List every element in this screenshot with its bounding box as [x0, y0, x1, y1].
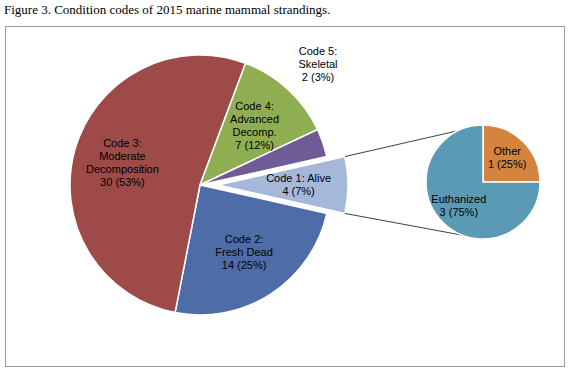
- value-label: 2 (3%): [298, 71, 337, 84]
- value-label: 3 (75%): [431, 206, 486, 219]
- data-label: Code 5: Skeletal2 (3%): [298, 45, 337, 84]
- data-label: Code 1: Alive4 (7%): [266, 172, 331, 198]
- data-label: Code 3: Moderate Decomposition30 (53%): [86, 137, 159, 189]
- chart-title: Figure 3. Condition codes of 2015 marine…: [4, 2, 330, 18]
- chart-root: Figure 3. Condition codes of 2015 marine…: [0, 0, 572, 383]
- pie-slice: [426, 125, 540, 239]
- data-label: Euthanized3 (75%): [431, 193, 486, 219]
- category-label: Other: [488, 145, 527, 158]
- value-label: 30 (53%): [86, 176, 159, 189]
- value-label: 14 (25%): [215, 259, 272, 272]
- pie-slice: [175, 185, 327, 315]
- value-label: 4 (7%): [266, 185, 331, 198]
- pie-slice: [483, 125, 540, 182]
- value-label: 7 (12%): [230, 139, 279, 152]
- data-label: Code 2: Fresh Dead14 (25%): [215, 233, 272, 272]
- category-label: Code 3: Moderate Decomposition: [86, 137, 159, 176]
- category-label: Euthanized: [431, 193, 486, 206]
- category-label: Code 2: Fresh Dead: [215, 233, 272, 259]
- category-label: Code 4: Advanced Decomp.: [230, 100, 279, 139]
- data-label: Code 4: Advanced Decomp.7 (12%): [230, 100, 279, 152]
- secondary-pie: [426, 125, 540, 239]
- category-label: Code 1: Alive: [266, 172, 331, 185]
- main-pie: [70, 55, 348, 315]
- category-label: Code 5: Skeletal: [298, 45, 337, 71]
- data-label: Other1 (25%): [488, 145, 527, 171]
- value-label: 1 (25%): [488, 158, 527, 171]
- pie-slice: [70, 55, 246, 313]
